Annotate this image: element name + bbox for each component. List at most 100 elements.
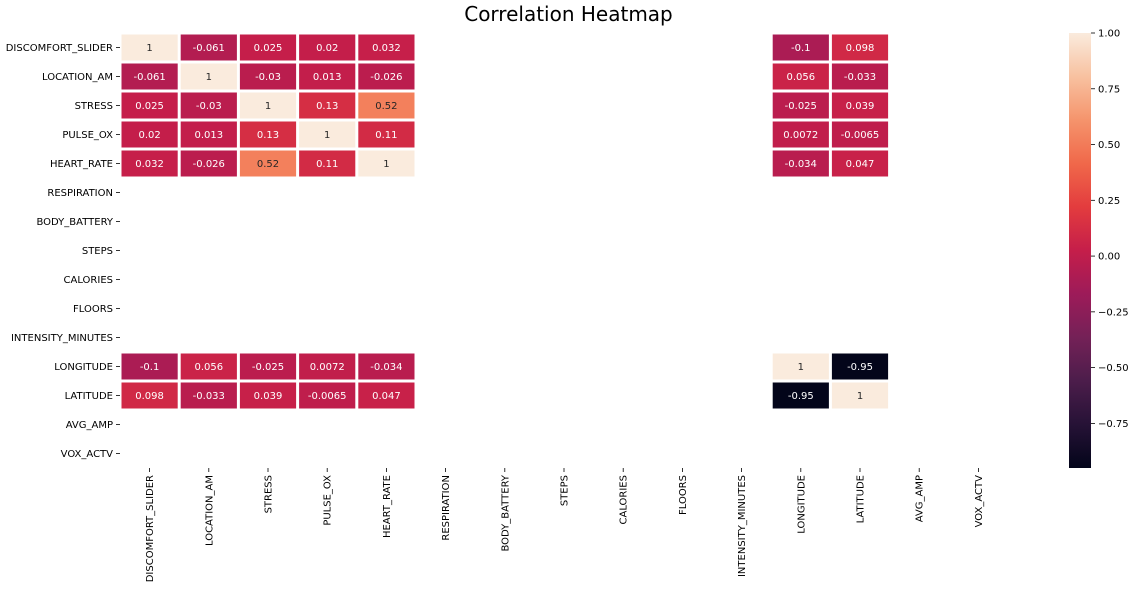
- y-tick-label: VOX_ACTV: [61, 449, 114, 460]
- heatmap-cell: [772, 353, 829, 380]
- cell-value-label: 0.039: [846, 101, 875, 112]
- x-tick-label: VOX_ACTV: [974, 475, 985, 528]
- cell-value-label: 0.02: [138, 130, 160, 141]
- colorbar-tick-label: 1.00: [1098, 29, 1120, 40]
- heatmap-cell: [121, 34, 178, 61]
- y-tick-label: RESPIRATION: [47, 188, 113, 199]
- heatmap-cell: [299, 353, 356, 380]
- y-tick-label: INTENSITY_MINUTES: [11, 333, 113, 344]
- y-tick-label: STEPS: [82, 246, 113, 257]
- x-tick-label: BODY_BATTERY: [500, 474, 511, 551]
- cell-value-label: 0.52: [257, 159, 279, 170]
- heatmap-cell: [121, 382, 178, 409]
- cell-value-label: -0.03: [196, 101, 222, 112]
- cell-value-label: 0.047: [372, 391, 401, 402]
- cell-value-label: 0.056: [786, 72, 815, 83]
- heatmap-cell: [239, 34, 297, 61]
- heatmap-cell: [358, 121, 415, 148]
- colorbar-tick-label: 0.75: [1098, 84, 1120, 95]
- heatmap-cell: [299, 382, 356, 409]
- heatmap-cell: [299, 92, 356, 119]
- x-tick-label: LONGITUDE: [796, 475, 807, 534]
- y-tick-label: CALORIES: [64, 275, 113, 286]
- y-tick-label: HEART_RATE: [50, 159, 113, 170]
- x-tick-label: HEART_RATE: [382, 475, 393, 538]
- cell-value-label: -0.03: [255, 72, 281, 83]
- cell-value-label: 0.032: [372, 43, 401, 54]
- cell-value-label: 0.039: [254, 391, 283, 402]
- heatmap-cell: [831, 63, 889, 90]
- heatmap-cell: [299, 150, 356, 177]
- colorbar-gradient: [1069, 33, 1091, 468]
- cell-value-label: -0.0065: [308, 391, 347, 402]
- cell-value-label: -0.026: [193, 159, 225, 170]
- heatmap-cell: [239, 353, 297, 380]
- heatmap-cell: [180, 382, 237, 409]
- x-tick-label: STEPS: [560, 475, 571, 506]
- heatmap-cell: [239, 63, 297, 90]
- heatmap-cell: [831, 353, 889, 380]
- heatmap-cell: [121, 63, 178, 90]
- heatmap-cell: [831, 34, 889, 61]
- x-tick-label: CALORIES: [619, 475, 630, 524]
- cell-value-label: -0.95: [788, 391, 814, 402]
- heatmap-cell: [299, 63, 356, 90]
- heatmap-cell: [121, 92, 178, 119]
- heatmap-cell: [772, 92, 829, 119]
- heatmap-cell: [180, 121, 237, 148]
- cell-value-label: 0.025: [135, 101, 164, 112]
- x-tick-label: DISCOMFORT_SLIDER: [145, 475, 156, 582]
- x-tick-label: FLOORS: [678, 475, 689, 515]
- cell-value-label: 0.025: [254, 43, 283, 54]
- heatmap-cell: [772, 34, 829, 61]
- x-tick-label: AVG_AMP: [915, 475, 926, 522]
- heatmap-cell: [772, 382, 829, 409]
- heatmap-cell: [772, 63, 829, 90]
- y-tick-label: LONGITUDE: [54, 362, 113, 373]
- cell-value-label: 1: [265, 101, 271, 112]
- heatmap-cell: [358, 382, 415, 409]
- cell-value-label: 0.032: [135, 159, 164, 170]
- x-tick-label: STRESS: [264, 475, 275, 513]
- x-tick-label: RESPIRATION: [441, 475, 452, 541]
- y-tick-label: FLOORS: [73, 304, 113, 315]
- cell-value-label: -0.0065: [841, 130, 880, 141]
- y-tick-label: AVG_AMP: [66, 420, 113, 431]
- heatmap-cell: [239, 92, 297, 119]
- cell-value-label: 0.0072: [310, 362, 345, 373]
- cell-value-label: 0.013: [194, 130, 223, 141]
- cell-value-label: 0.52: [375, 101, 397, 112]
- cells-layer: 1 -0.061 0.025 0.02 0.032 -0.1 0.098 -0.061 1 -0.…: [121, 34, 889, 409]
- colorbar-tick-label: 0.00: [1098, 252, 1120, 263]
- cell-value-label: -0.026: [370, 72, 402, 83]
- colorbar-tick-label: −0.25: [1098, 307, 1129, 318]
- y-axis: DISCOMFORT_SLIDER LOCATION_AM STRESS PULSE_…: [6, 43, 120, 460]
- y-tick-label: LATITUDE: [65, 391, 113, 402]
- x-axis: DISCOMFORT_SLIDER LOCATION_AM STRESS PULSE_…: [145, 468, 985, 582]
- heatmap-cell: [358, 353, 415, 380]
- heatmap-cell: [180, 353, 237, 380]
- cell-value-label: 0.098: [135, 391, 164, 402]
- heatmap-cell: [121, 150, 178, 177]
- heatmap-cell: [358, 63, 415, 90]
- heatmap-cell: [121, 353, 178, 380]
- cell-value-label: 0.098: [846, 43, 875, 54]
- cell-value-label: 0.13: [316, 101, 338, 112]
- cell-value-label: 1: [798, 362, 804, 373]
- x-tick-label: INTENSITY_MINUTES: [737, 475, 748, 577]
- x-tick-label: LOCATION_AM: [204, 475, 215, 546]
- y-tick-label: LOCATION_AM: [42, 72, 113, 83]
- colorbar-tick-label: 0.25: [1098, 196, 1120, 207]
- cell-value-label: -0.033: [844, 72, 876, 83]
- heatmap-cell: [831, 92, 889, 119]
- y-tick-label: DISCOMFORT_SLIDER: [6, 43, 113, 54]
- cell-value-label: 1: [857, 391, 863, 402]
- cell-value-label: 0.13: [257, 130, 279, 141]
- heatmap-cell: [358, 34, 415, 61]
- heatmap-cell: [831, 382, 889, 409]
- chart-title: Correlation Heatmap: [464, 2, 673, 26]
- cell-value-label: -0.034: [785, 159, 817, 170]
- cell-value-label: -0.033: [193, 391, 225, 402]
- heatmap-cell: [180, 34, 237, 61]
